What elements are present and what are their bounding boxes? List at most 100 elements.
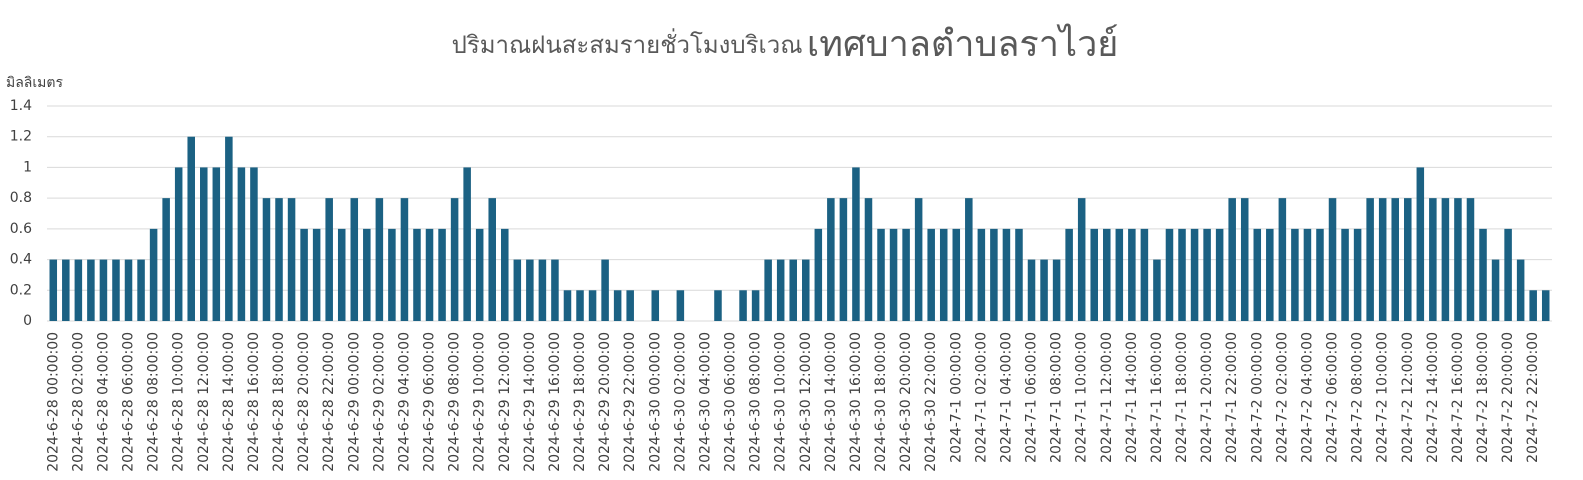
x-tick-label: 2024-6-28 20:00:00: [296, 332, 312, 472]
bar: [802, 259, 810, 321]
x-tick-label: 2024-7-1 02:00:00: [973, 332, 989, 463]
bar: [363, 228, 371, 321]
bar: [1366, 198, 1374, 321]
bar: [200, 167, 208, 321]
bar: [1303, 228, 1312, 321]
bar: [676, 290, 685, 321]
bar: [1541, 290, 1550, 321]
bar: [149, 228, 158, 321]
bar: [1441, 198, 1450, 321]
bar: [1516, 259, 1525, 321]
bar: [852, 167, 860, 321]
bar: [300, 228, 308, 321]
bar: [877, 228, 885, 321]
bar: [413, 228, 421, 321]
x-tick-label: 2024-6-28 12:00:00: [196, 332, 212, 472]
x-tick-label: 2024-6-29 22:00:00: [622, 332, 638, 472]
x-tick-label: 2024-6-30 20:00:00: [898, 332, 914, 472]
x-tick-label: 2024-6-29 10:00:00: [472, 332, 488, 472]
x-tick-label: 2024-7-2 04:00:00: [1299, 332, 1315, 463]
bar: [538, 259, 547, 321]
x-tick-label: 2024-6-30 12:00:00: [798, 332, 814, 472]
bar: [124, 259, 133, 321]
bar: [526, 259, 534, 321]
bar: [551, 259, 559, 321]
x-tick-label: 2024-7-2 12:00:00: [1400, 332, 1416, 463]
bar: [990, 228, 998, 321]
bar: [337, 228, 346, 321]
x-tick-label: 2024-7-1 12:00:00: [1099, 332, 1115, 463]
bar: [764, 259, 772, 321]
bar: [952, 228, 961, 321]
x-tick-label: 2024-6-29 12:00:00: [497, 332, 513, 472]
bar: [977, 228, 986, 321]
x-tick-label: 2024-7-1 14:00:00: [1124, 332, 1140, 463]
bar: [1115, 228, 1124, 321]
bar: [651, 290, 660, 321]
bar: [87, 259, 95, 321]
bar: [588, 290, 597, 321]
x-tick-label: 2024-6-28 00:00:00: [45, 332, 61, 472]
bar: [576, 290, 584, 321]
bar: [1291, 228, 1299, 321]
bar: [827, 198, 835, 321]
bar: [739, 290, 747, 321]
bar: [513, 259, 522, 321]
bar: [1328, 198, 1337, 321]
bar: [1266, 228, 1274, 321]
bar: [1128, 228, 1136, 321]
bar: [1090, 228, 1098, 321]
bar: [174, 167, 183, 321]
y-tick-label: 0.2: [10, 282, 32, 298]
bar: [927, 228, 935, 321]
x-tick-label: 2024-6-28 04:00:00: [95, 332, 111, 472]
bar: [1027, 259, 1036, 321]
bar: [250, 167, 258, 321]
bar: [1416, 167, 1425, 321]
bar: [475, 228, 484, 321]
x-tick-label: 2024-6-28 18:00:00: [271, 332, 287, 472]
bar: [1015, 228, 1023, 321]
x-tick-label: 2024-6-29 04:00:00: [396, 332, 412, 472]
bar: [1316, 228, 1324, 321]
y-tick-label: 1: [23, 159, 32, 175]
y-tick-label: 1.2: [10, 129, 32, 145]
y-tick-label: 0.8: [10, 190, 32, 206]
bar: [1178, 228, 1186, 321]
x-tick-label: 2024-6-30 14:00:00: [823, 332, 839, 472]
bar: [375, 198, 384, 321]
x-tick-label: 2024-6-28 22:00:00: [321, 332, 337, 472]
bar: [312, 228, 321, 321]
x-tick-label: 2024-6-30 10:00:00: [773, 332, 789, 472]
x-tick-label: 2024-6-29 18:00:00: [572, 332, 588, 472]
title-part: เทศบาลตำบลราไวย์: [807, 23, 1118, 65]
bar: [1353, 228, 1362, 321]
x-tick-label: 2024-6-29 00:00:00: [346, 332, 362, 472]
bar: [212, 167, 221, 321]
x-tick-label: 2024-7-2 20:00:00: [1500, 332, 1516, 463]
x-tick-label: 2024-7-1 22:00:00: [1224, 332, 1240, 463]
bar: [1240, 198, 1249, 321]
bar: [463, 167, 471, 321]
x-tick-label: 2024-7-2 00:00:00: [1249, 332, 1265, 463]
bar: [1153, 259, 1161, 321]
x-tick-label: 2024-6-30 22:00:00: [923, 332, 939, 472]
bar: [438, 228, 446, 321]
bar: [939, 228, 948, 321]
chart-title: ปริมาณฝนสะสมรายชั่วโมงบริเวณ เทศบาลตำบลร…: [452, 23, 1119, 65]
bar: [814, 228, 823, 321]
bar: [902, 228, 910, 321]
bar: [1504, 228, 1512, 321]
x-tick-label: 2024-7-1 08:00:00: [1049, 332, 1065, 463]
x-tick-label: 2024-7-2 18:00:00: [1475, 332, 1491, 463]
bar: [839, 198, 848, 321]
x-tick-label: 2024-6-28 08:00:00: [146, 332, 162, 472]
bar: [626, 290, 634, 321]
bar: [62, 259, 70, 321]
x-tick-label: 2024-7-1 16:00:00: [1149, 332, 1165, 463]
x-tick-label: 2024-6-30 04:00:00: [697, 332, 713, 472]
bar: [1228, 198, 1236, 321]
x-tick-label: 2024-7-1 18:00:00: [1174, 332, 1190, 463]
bar: [350, 198, 359, 321]
